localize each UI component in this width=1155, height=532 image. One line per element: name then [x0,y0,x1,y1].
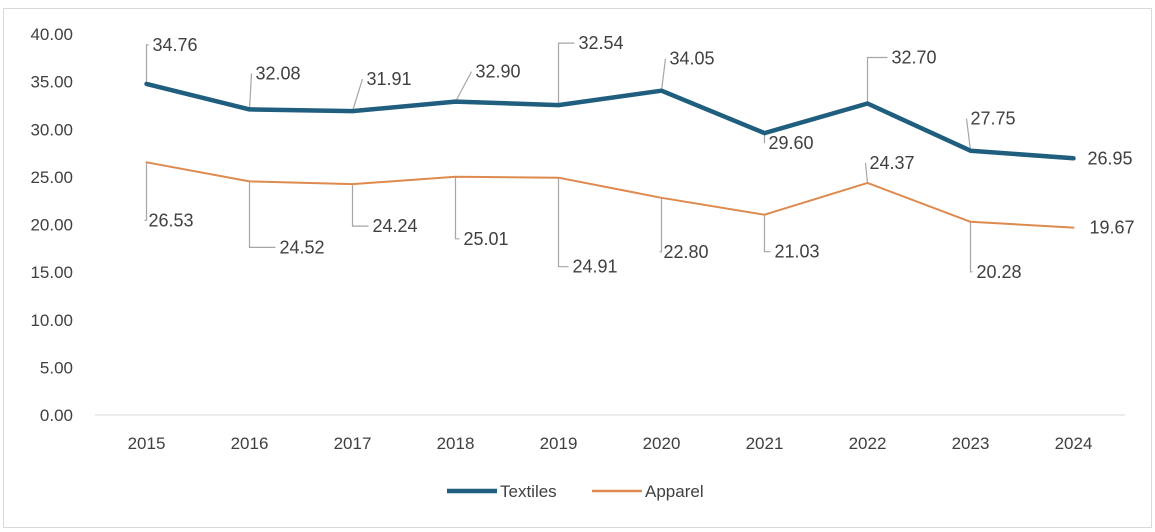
leader-line [248,181,276,248]
leader-line [965,118,972,151]
data-label-textiles: 32.70 [892,48,937,68]
x-tick-label: 2023 [952,434,990,453]
data-label-apparel: 24.91 [573,257,618,277]
legend-label-textiles: Textiles [500,482,557,501]
data-label-textiles: 32.08 [256,63,301,83]
legend-label-apparel: Apparel [645,482,704,501]
leader-line [454,71,473,102]
x-tick-label: 2018 [437,434,475,453]
data-label-textiles: 26.95 [1088,148,1133,168]
leader-line [969,221,973,273]
data-label-apparel: 24.24 [373,216,418,236]
leader-line [557,177,569,268]
leader-line [864,162,869,183]
x-tick-label: 2020 [643,434,681,453]
data-label-apparel: 25.01 [464,229,509,249]
data-label-textiles: 32.54 [579,33,624,53]
leader-line [763,214,771,253]
legend: Textiles Apparel [447,482,704,501]
x-tick-label: 2015 [128,434,166,453]
leader-line [351,184,369,227]
y-tick-label: 5.00 [40,358,73,377]
y-tick-label: 40.00 [30,25,73,44]
leader-line [557,42,575,106]
leader-line [145,44,149,84]
data-label-textiles: 29.60 [769,133,814,153]
data-label-apparel: 22.80 [664,242,709,262]
x-tick-label: 2019 [540,434,578,453]
series-line-textiles [144,81,1076,161]
y-tick-label: 0.00 [40,406,73,425]
x-tick-label: 2021 [746,434,784,453]
y-tick-label: 30.00 [30,120,73,139]
data-label-apparel: 24.52 [280,237,325,257]
y-tick-label: 25.00 [30,168,73,187]
x-tick-label: 2016 [231,434,269,453]
y-tick-label: 20.00 [30,216,73,235]
data-label-textiles: 32.90 [476,62,521,82]
leader-lines [144,42,973,273]
data-label-apparel: 24.37 [870,153,915,173]
x-tick-label: 2017 [334,434,372,453]
y-tick-label: 10.00 [30,311,73,330]
data-label-textiles: 27.75 [971,109,1016,129]
series-line-apparel [145,161,1075,229]
data-label-textiles: 31.91 [367,69,412,89]
data-label-apparel: 19.67 [1090,218,1135,238]
data-label-apparel: 21.03 [775,242,820,262]
y-tick-label: 35.00 [30,73,73,92]
data-label-textiles: 34.05 [670,49,715,69]
data-label-apparel: 20.28 [977,262,1022,282]
leader-line [248,73,253,110]
leader-line [659,197,663,253]
leader-line [351,78,364,112]
x-tick-label: 2022 [849,434,887,453]
y-tick-label: 15.00 [30,263,73,282]
data-label-textiles: 34.76 [153,35,198,55]
leader-line [454,176,460,240]
data-labels: 34.76 32.08 31.91 32.90 32.54 34.05 29.60 32.70… [149,33,1135,282]
leader-line [660,58,667,91]
x-tick-label: 2024 [1055,434,1093,453]
series-layer [144,81,1076,229]
leader-line [144,162,148,221]
data-label-apparel: 26.53 [149,210,194,230]
axis-layer: 0.00 5.00 10.00 15.00 20.00 25.00 30.00 35.00 40… [30,25,1125,453]
leader-line [866,56,888,104]
